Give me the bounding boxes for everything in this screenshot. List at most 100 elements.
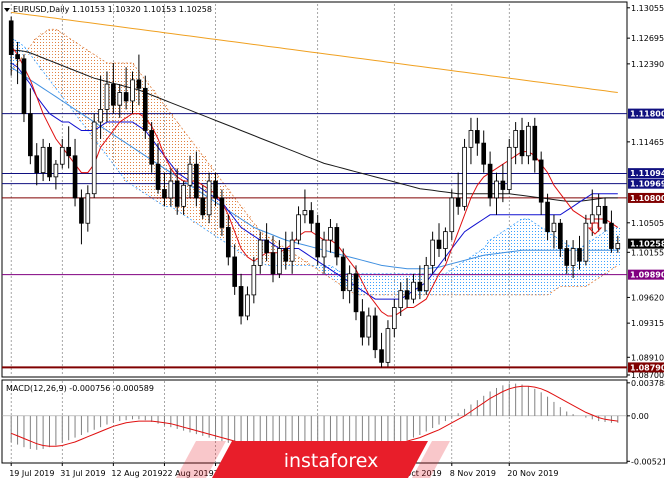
candle-body bbox=[174, 180, 180, 207]
candle-body bbox=[238, 286, 244, 317]
candle-body bbox=[136, 79, 142, 89]
cloud-segment bbox=[518, 219, 526, 295]
price-label-text: 1.10800 bbox=[630, 194, 665, 203]
candle-body bbox=[360, 311, 365, 338]
watermark-banner bbox=[212, 441, 428, 478]
price-tick-label: 1.11465 bbox=[631, 138, 664, 147]
macd-axis: 0.003788 0.00 -0.005217 bbox=[627, 379, 665, 466]
cloud-segment bbox=[71, 41, 79, 114]
candle-body bbox=[302, 210, 308, 216]
candle-body bbox=[187, 163, 193, 186]
candle-body bbox=[353, 273, 359, 313]
cloud-segment bbox=[39, 33, 47, 72]
candle-body bbox=[583, 222, 589, 262]
cloud-segment bbox=[46, 29, 53, 80]
watermark-text: instaforex bbox=[284, 450, 379, 472]
cloud-segment bbox=[448, 269, 455, 295]
macd-tick-label: 0.00 bbox=[631, 412, 649, 421]
cloud-segment bbox=[84, 50, 92, 131]
candle-body bbox=[225, 227, 231, 258]
candle-body bbox=[72, 155, 78, 199]
price-label-text: 1.11800 bbox=[630, 110, 665, 119]
date-tick-label: 19 Jul 2019 bbox=[9, 469, 54, 478]
price-label-box bbox=[628, 192, 664, 203]
cloud-segment bbox=[429, 273, 436, 295]
macd-tick-label: -0.005217 bbox=[631, 457, 665, 466]
watermark-stripe-left bbox=[176, 441, 226, 478]
candle-body bbox=[347, 273, 352, 292]
candle-body bbox=[53, 163, 59, 178]
price-tick-label: 1.12390 bbox=[631, 60, 664, 69]
cloud-segment bbox=[480, 248, 487, 295]
candle-body bbox=[475, 130, 480, 144]
price-tick-label: 1.09620 bbox=[631, 293, 664, 302]
date-tick-label: 31 Jul 2019 bbox=[60, 469, 105, 478]
candle-body bbox=[558, 222, 563, 249]
price-tick-label: 1.08910 bbox=[631, 353, 664, 362]
cloud-segment bbox=[180, 130, 187, 215]
price-label-text: 1.08790 bbox=[630, 363, 665, 372]
cloud-segment bbox=[595, 235, 602, 279]
candle-body bbox=[334, 227, 340, 258]
candle-body bbox=[270, 252, 276, 275]
kijun-sen-line bbox=[10, 62, 618, 300]
cloud-segment bbox=[167, 113, 175, 207]
date-tick-label: 12 Aug 2019 bbox=[111, 469, 162, 478]
candle-body bbox=[436, 239, 442, 249]
cloud-segment bbox=[467, 256, 475, 295]
senkou-span-b bbox=[10, 28, 619, 296]
candle-body bbox=[232, 256, 237, 287]
cloud-segment bbox=[333, 269, 341, 283]
candle-body bbox=[289, 239, 295, 262]
candle-body bbox=[526, 125, 531, 157]
candle-body bbox=[430, 239, 435, 266]
moving-average-black bbox=[11, 49, 618, 202]
price-label-text: 1.10969 bbox=[630, 180, 665, 189]
candle-body bbox=[328, 227, 333, 241]
candle-body bbox=[59, 146, 65, 165]
indicator-lines bbox=[10, 11, 619, 317]
candle-body bbox=[513, 130, 518, 148]
cloud-segment bbox=[314, 265, 321, 270]
cloud-segment bbox=[365, 273, 372, 295]
candle-body bbox=[15, 54, 20, 60]
macd-tick-label: 0.003788 bbox=[631, 379, 665, 388]
candle-body bbox=[551, 222, 557, 233]
candle-body bbox=[206, 180, 212, 216]
cloud-segment bbox=[295, 256, 302, 266]
cloud-segment bbox=[27, 46, 34, 55]
cloud-segment bbox=[91, 54, 98, 139]
triangle-down-icon bbox=[4, 8, 10, 12]
candle-body bbox=[104, 83, 110, 110]
candle-body bbox=[277, 248, 282, 275]
candle-body bbox=[417, 281, 423, 292]
price-tick-label: 1.12695 bbox=[631, 34, 664, 43]
candle-body bbox=[40, 146, 46, 174]
cloud-segment bbox=[135, 71, 143, 190]
candle-body bbox=[130, 79, 135, 102]
candle-body bbox=[392, 307, 397, 330]
date-tick-label: 29 Oct 2019 bbox=[392, 469, 441, 478]
moving-average-orange bbox=[11, 11, 618, 93]
candle-body bbox=[142, 87, 148, 131]
date-tick-label: 8 Nov 2019 bbox=[450, 469, 496, 478]
price-tick-label: 1.13055 bbox=[631, 4, 664, 13]
candle-body bbox=[340, 256, 346, 292]
price-label-text: 1.11094 bbox=[630, 169, 665, 178]
candle-body bbox=[500, 180, 506, 190]
candle-body bbox=[162, 189, 167, 199]
candle-body bbox=[66, 146, 71, 157]
moving-average-blue bbox=[10, 66, 618, 270]
candle-body bbox=[34, 155, 40, 174]
support-resistance-levels bbox=[2, 113, 627, 369]
cloud-segment bbox=[435, 273, 443, 295]
cloud-segment bbox=[506, 227, 513, 295]
cloud-segment bbox=[231, 197, 238, 249]
cloud-segment bbox=[499, 231, 507, 295]
price-tick-label: 1.10505 bbox=[631, 219, 664, 228]
candle-body bbox=[602, 205, 608, 224]
candle-body bbox=[385, 328, 391, 363]
date-tick-label: 20 Nov 2019 bbox=[507, 469, 558, 478]
candle-body bbox=[609, 222, 614, 249]
candle-body bbox=[168, 180, 174, 199]
